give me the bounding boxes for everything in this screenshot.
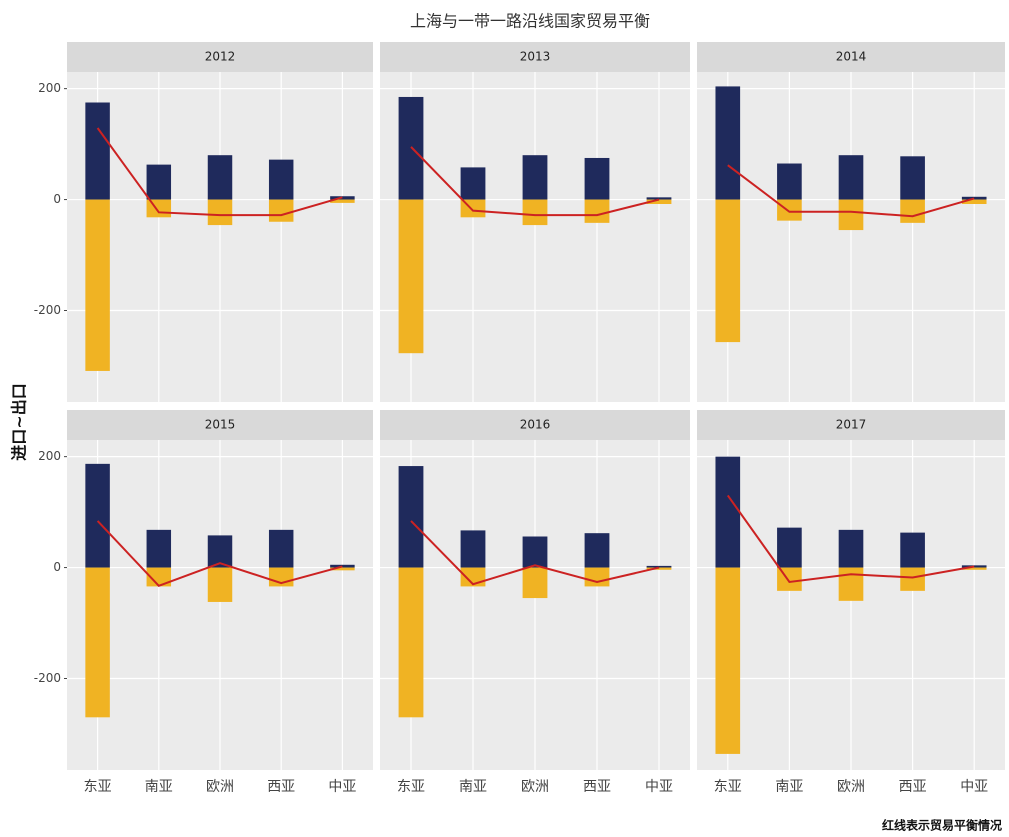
bar — [522, 536, 548, 568]
bar — [146, 567, 172, 587]
bar — [146, 164, 172, 200]
x-tick-label: 西亚 — [583, 779, 611, 795]
facet-strip — [67, 410, 373, 440]
bar — [460, 530, 486, 568]
y-axis-label: 进口~出口 — [10, 383, 29, 460]
balance-line — [726, 494, 975, 584]
bar — [330, 199, 355, 203]
bar — [838, 199, 864, 231]
bar — [146, 199, 172, 218]
bar — [584, 157, 610, 200]
bar — [900, 567, 925, 591]
facet-title: 2013 — [520, 50, 551, 64]
x-tick-label: 南亚 — [775, 779, 803, 795]
facet-strip — [697, 42, 1005, 72]
bar — [268, 159, 294, 200]
x-tick-label: 西亚 — [899, 779, 927, 795]
bar — [900, 532, 925, 568]
x-tick-label: 西亚 — [267, 779, 295, 795]
bar — [146, 529, 172, 568]
bar — [584, 199, 610, 223]
y-tick-label: 200 — [38, 81, 61, 95]
bar — [85, 463, 110, 568]
bar — [961, 196, 987, 200]
x-tick-label: 东亚 — [397, 779, 425, 795]
bar — [330, 564, 355, 568]
facet-title: 2015 — [205, 418, 236, 432]
caption: 红线表示贸易平衡情况 — [882, 818, 1002, 833]
bar — [715, 456, 741, 568]
bar — [522, 155, 548, 200]
bar — [900, 156, 925, 200]
facet-strip — [380, 410, 690, 440]
balance-line — [727, 164, 975, 218]
bar — [646, 197, 672, 200]
bar — [777, 199, 802, 221]
bar — [330, 567, 355, 571]
x-tick-label: 南亚 — [145, 779, 173, 795]
y-tick-label: 0 — [53, 192, 61, 206]
x-tick-label: 南亚 — [459, 779, 487, 795]
bar — [584, 567, 610, 587]
bar — [85, 567, 110, 718]
bar — [646, 567, 672, 570]
bar — [838, 155, 864, 200]
bar — [207, 199, 233, 226]
x-tick-label: 中亚 — [328, 779, 356, 795]
y-tick-label: -200 — [34, 303, 61, 317]
facet-title: 2017 — [836, 418, 867, 432]
bar — [522, 567, 548, 599]
bar — [522, 199, 548, 226]
x-tick-label: 中亚 — [960, 779, 988, 795]
x-tick-label: 欧洲 — [837, 779, 865, 795]
bar — [715, 86, 741, 200]
x-tick-label: 欧洲 — [206, 779, 234, 795]
bar — [777, 527, 802, 568]
balance-line — [96, 520, 343, 588]
bar — [85, 199, 110, 371]
bar — [460, 167, 486, 200]
x-tick-label: 东亚 — [84, 779, 112, 795]
bar — [268, 529, 294, 568]
bar — [646, 565, 672, 568]
bar — [268, 199, 294, 222]
bar — [646, 199, 672, 204]
facet-title: 2016 — [520, 418, 551, 432]
bar — [838, 529, 864, 568]
facet-strip — [697, 410, 1005, 440]
balance-line — [410, 146, 660, 217]
bar — [838, 567, 864, 601]
bar — [961, 199, 987, 204]
balance-line — [96, 127, 343, 217]
bar — [961, 567, 987, 570]
bar — [715, 199, 741, 343]
bar — [398, 199, 424, 354]
x-tick-label: 中亚 — [645, 779, 673, 795]
balance-line — [410, 520, 660, 586]
facet-strip — [67, 42, 373, 72]
facet-title: 2012 — [205, 50, 236, 64]
x-tick-label: 欧洲 — [521, 779, 549, 795]
bar — [715, 567, 741, 754]
bar — [584, 533, 610, 568]
chart-title: 上海与一带一路沿线国家贸易平衡 — [410, 12, 650, 31]
y-tick-label: 0 — [53, 560, 61, 574]
bar — [398, 466, 424, 568]
bar — [398, 567, 424, 718]
bar — [900, 199, 925, 223]
bar — [207, 155, 233, 200]
y-tick-label: -200 — [34, 671, 61, 685]
facet-strip — [380, 42, 690, 72]
bar — [85, 102, 110, 200]
y-tick-label: 200 — [38, 449, 61, 463]
bar — [207, 567, 233, 602]
x-tick-label: 东亚 — [714, 779, 742, 795]
facet-title: 2014 — [836, 50, 867, 64]
bar — [777, 163, 802, 200]
